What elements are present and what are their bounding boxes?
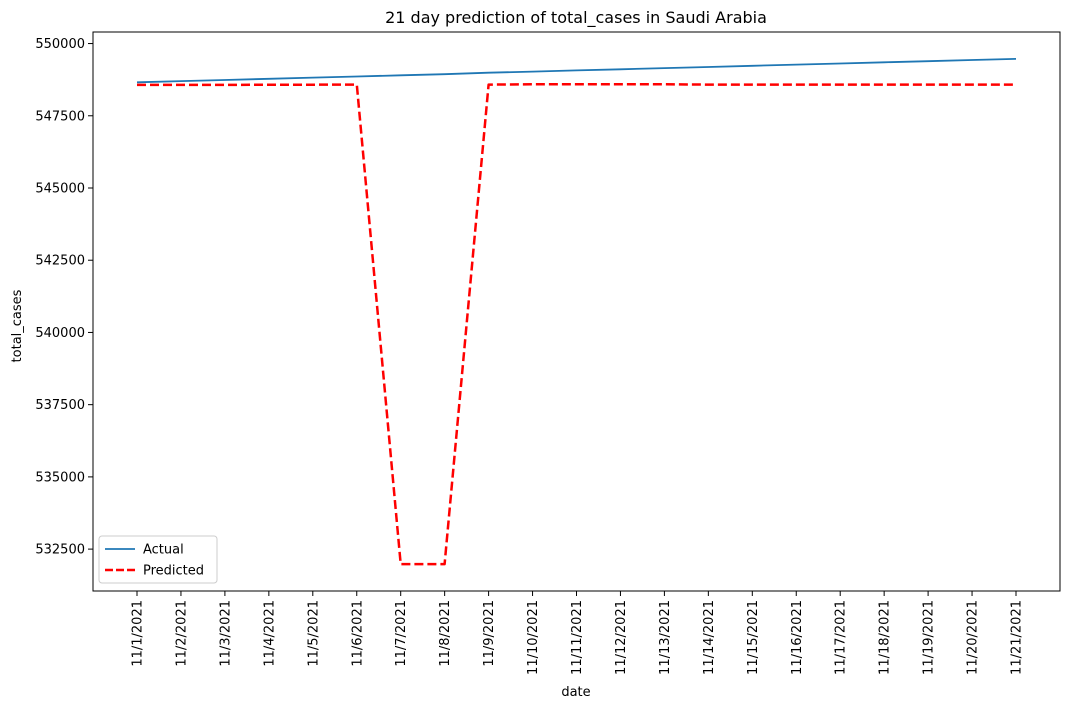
x-tick-label: 11/19/2021 (922, 600, 937, 675)
x-axis-label: date (561, 685, 590, 700)
y-tick-label: 535000 (35, 470, 85, 485)
x-tick-label: 11/6/2021 (350, 600, 365, 667)
y-tick-label: 542500 (35, 254, 85, 269)
x-tick-label: 11/1/2021 (131, 600, 146, 667)
plot-area (92, 31, 1061, 592)
x-tick-label: 11/20/2021 (966, 600, 981, 675)
y-tick-label: 540000 (35, 326, 85, 341)
y-tick-label: 537500 (35, 398, 85, 413)
y-tick-label: 545000 (35, 182, 85, 197)
x-tick-label: 11/3/2021 (218, 600, 233, 667)
x-tick-label: 11/13/2021 (658, 600, 673, 675)
series-line-actual (136, 58, 1017, 84)
y-tick-label: 550000 (35, 37, 85, 52)
x-tick-label: 11/12/2021 (614, 600, 629, 675)
legend-label-predicted: Predicted (143, 564, 204, 579)
legend: Actual Predicted (98, 535, 218, 584)
y-tick-label: 532500 (35, 543, 85, 558)
x-tick-label: 11/4/2021 (262, 600, 277, 667)
x-tick-label: 11/7/2021 (394, 600, 409, 667)
legend-label-actual: Actual (143, 543, 184, 558)
x-tick-label: 11/5/2021 (306, 600, 321, 667)
x-tick-label: 11/11/2021 (570, 600, 585, 675)
x-axis: 11/1/2021 11/2/2021 11/3/2021 11/4/2021 11/5… (131, 591, 1025, 675)
plot-border (92, 31, 1061, 592)
series-line-predicted (137, 83, 1016, 566)
y-tick-label: 547500 (35, 109, 85, 124)
x-tick-label: 11/17/2021 (834, 600, 849, 675)
series-layer (136, 58, 1017, 566)
y-axis: 532500 535000 537500 540000 542500 545000 5475… (35, 37, 93, 558)
chart-title: 21 day prediction of total_cases in Saud… (385, 8, 767, 28)
x-tick-label: 11/14/2021 (702, 600, 717, 675)
x-tick-label: 11/8/2021 (438, 600, 453, 667)
x-tick-label: 11/16/2021 (790, 600, 805, 675)
x-tick-label: 11/9/2021 (482, 600, 497, 667)
y-axis-label: total_cases (10, 289, 25, 362)
x-tick-label: 11/15/2021 (746, 600, 761, 675)
x-tick-label: 11/2/2021 (174, 600, 189, 667)
x-tick-label: 11/18/2021 (878, 600, 893, 675)
x-tick-label: 11/21/2021 (1010, 600, 1025, 675)
x-tick-label: 11/10/2021 (526, 600, 541, 675)
